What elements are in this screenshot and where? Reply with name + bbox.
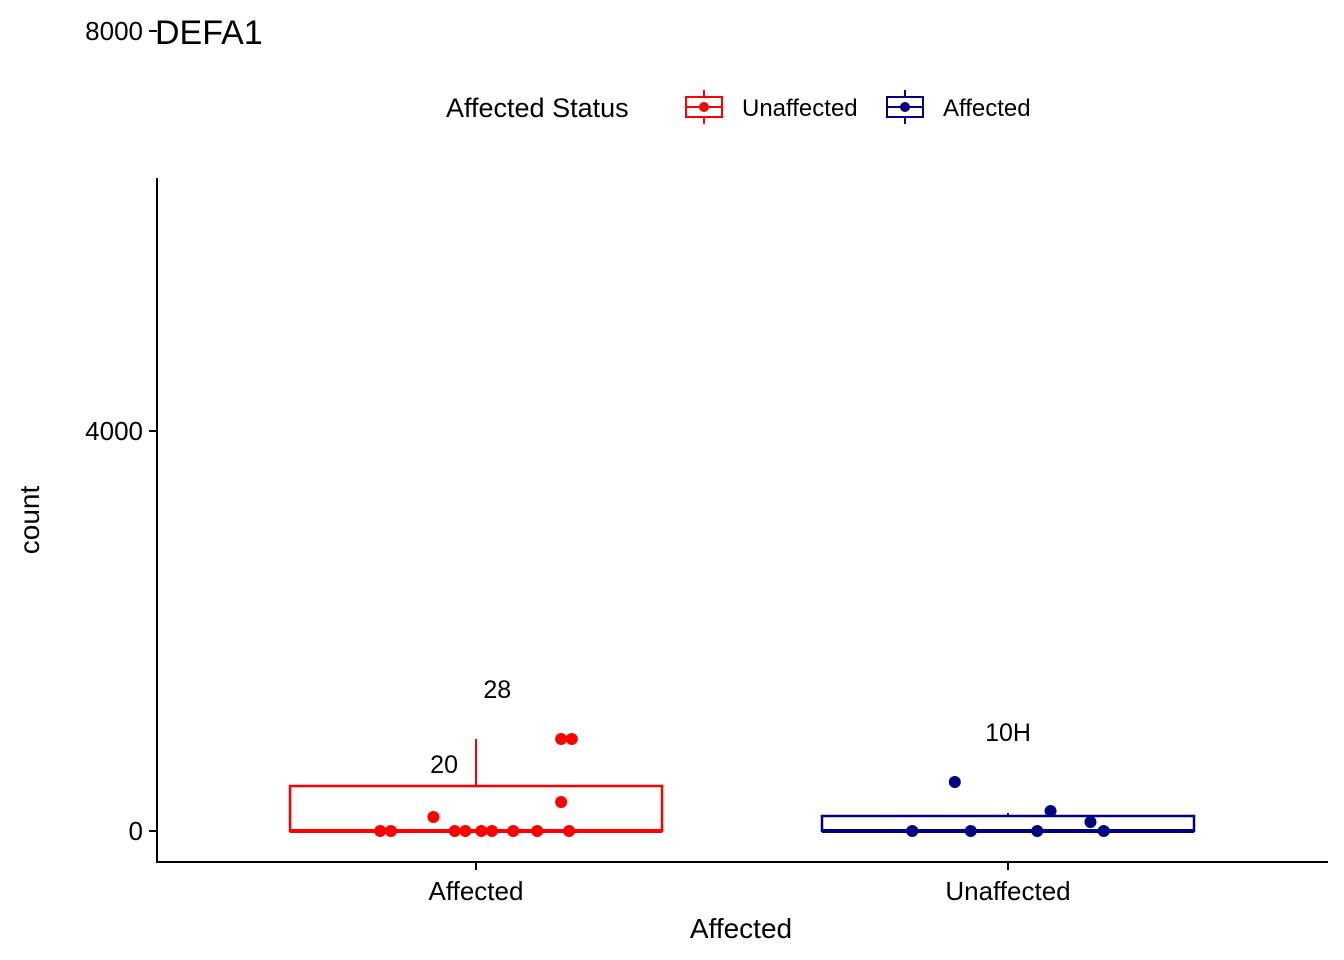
data-point: [531, 825, 544, 837]
y-axis-label: count: [14, 486, 45, 555]
x-tick-label: Unaffected: [945, 876, 1070, 906]
data-point: [1044, 805, 1057, 817]
data-point: [563, 825, 576, 837]
plot-area: 147282010H: [288, 676, 1196, 837]
data-point: [555, 796, 568, 808]
data-point: [459, 825, 472, 837]
x-tick-label: Affected: [429, 876, 524, 906]
data-point: [374, 825, 387, 837]
x-axis-label: Affected: [690, 913, 792, 944]
legend-key-point: [900, 102, 910, 112]
data-point: [475, 825, 488, 837]
box-unaffected: [820, 813, 1196, 833]
point-label: 20: [430, 751, 458, 779]
point-label: 10H: [985, 719, 1031, 747]
data-point: [507, 825, 520, 837]
data-point: [964, 825, 977, 837]
y-tick-label: 4000: [85, 416, 143, 446]
point-label: 28: [483, 676, 511, 704]
data-point: [384, 825, 397, 837]
legend-label-affected: Affected: [943, 95, 1031, 122]
legend: Affected Status Unaffected Affected: [446, 90, 1031, 124]
data-point: [948, 776, 961, 788]
legend-key-unaffected: [685, 90, 723, 124]
data-point: [485, 825, 498, 837]
legend-label-unaffected: Unaffected: [742, 95, 858, 122]
legend-key-affected: [886, 90, 924, 124]
legend-title: Affected Status: [446, 93, 629, 123]
x-ticks: Affected Unaffected: [429, 862, 1071, 906]
data-point: [565, 733, 578, 745]
data-point: [427, 811, 440, 823]
legend-key-point: [699, 102, 709, 112]
y-tick-label: 0: [129, 816, 143, 846]
data-point: [906, 825, 919, 837]
data-point: [448, 825, 461, 837]
chart-title: DEFA1: [155, 14, 263, 52]
y-tick-label: 8000: [85, 16, 143, 46]
data-point: [1084, 816, 1097, 828]
data-point: [1097, 825, 1110, 837]
data-point: [555, 733, 568, 745]
y-ticks: 04000800012000: [85, 16, 157, 846]
data-point: [1031, 825, 1044, 837]
